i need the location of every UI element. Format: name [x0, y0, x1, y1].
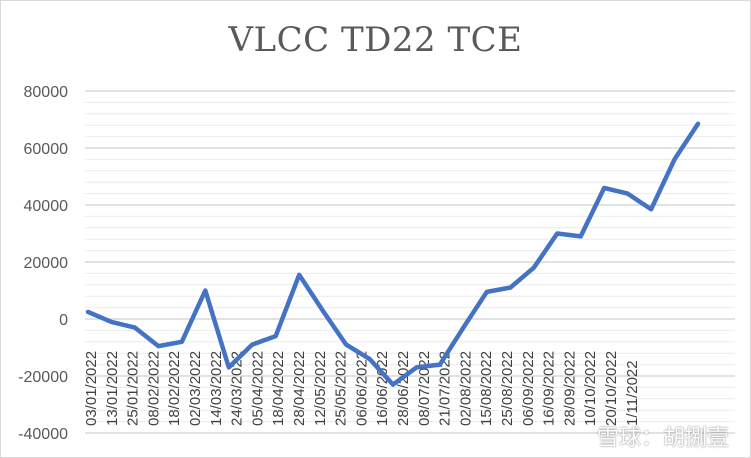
chart-title: VLCC TD22 TCE — [228, 20, 523, 60]
x-tick-label: 28/09/2022 — [561, 351, 578, 426]
data-line — [85, 121, 701, 387]
x-tick-label: 10/10/2022 — [582, 351, 599, 426]
x-tick-label: 16/09/2022 — [541, 351, 558, 426]
y-tick-label: 40000 — [24, 198, 69, 215]
x-tick-label: 13/01/2022 — [104, 351, 121, 426]
y-tick-label: -20000 — [18, 369, 68, 386]
x-tick-label: 1/11/2022 — [624, 360, 641, 426]
x-tick-label: 08/07/2022 — [416, 351, 433, 426]
x-axis: 03/01/2022 13/01/2022 25/01/2022 08/02/2022… — [83, 351, 641, 426]
y-tick-label: 80000 — [24, 84, 69, 101]
x-tick-label: 25/05/2022 — [333, 351, 350, 426]
x-tick-label: 14/03/2022 — [208, 351, 225, 426]
y-tick-label: 20000 — [24, 255, 69, 272]
y-tick-label: 60000 — [24, 141, 69, 158]
x-tick-label: 02/08/2022 — [457, 351, 474, 426]
watermark: 雪球：胡捌壹 — [596, 426, 729, 451]
x-tick-label: 16/06/2022 — [374, 351, 391, 426]
x-tick-label: 06/06/2022 — [353, 351, 370, 426]
x-tick-label: 06/09/2022 — [520, 351, 537, 426]
x-tick-label: 20/10/2022 — [603, 351, 620, 426]
x-tick-label: 02/03/2022 — [187, 351, 204, 426]
y-tick-label: 0 — [59, 312, 68, 329]
x-tick-label: 03/01/2022 — [83, 351, 100, 426]
x-tick-label: 24/03/2022 — [229, 351, 246, 426]
x-tick-label: 05/04/2022 — [249, 351, 266, 426]
x-tick-label: 15/08/2022 — [478, 351, 495, 426]
x-tick-label: 18/04/2022 — [270, 351, 287, 426]
x-tick-label: 28/06/2022 — [395, 351, 412, 426]
x-tick-label: 25/08/2022 — [499, 351, 516, 426]
x-tick-label: 12/05/2022 — [312, 351, 329, 426]
y-tick-label: -40000 — [18, 426, 68, 443]
x-tick-label: 18/02/2022 — [166, 351, 183, 426]
x-tick-label: 08/02/2022 — [145, 351, 162, 426]
x-tick-label: 28/04/2022 — [291, 351, 308, 426]
y-axis: 80000 60000 40000 20000 0 -20000 -40000 — [18, 84, 68, 443]
x-tick-label: 25/01/2022 — [125, 351, 142, 426]
x-tick-label: 21/07/2022 — [437, 351, 454, 426]
